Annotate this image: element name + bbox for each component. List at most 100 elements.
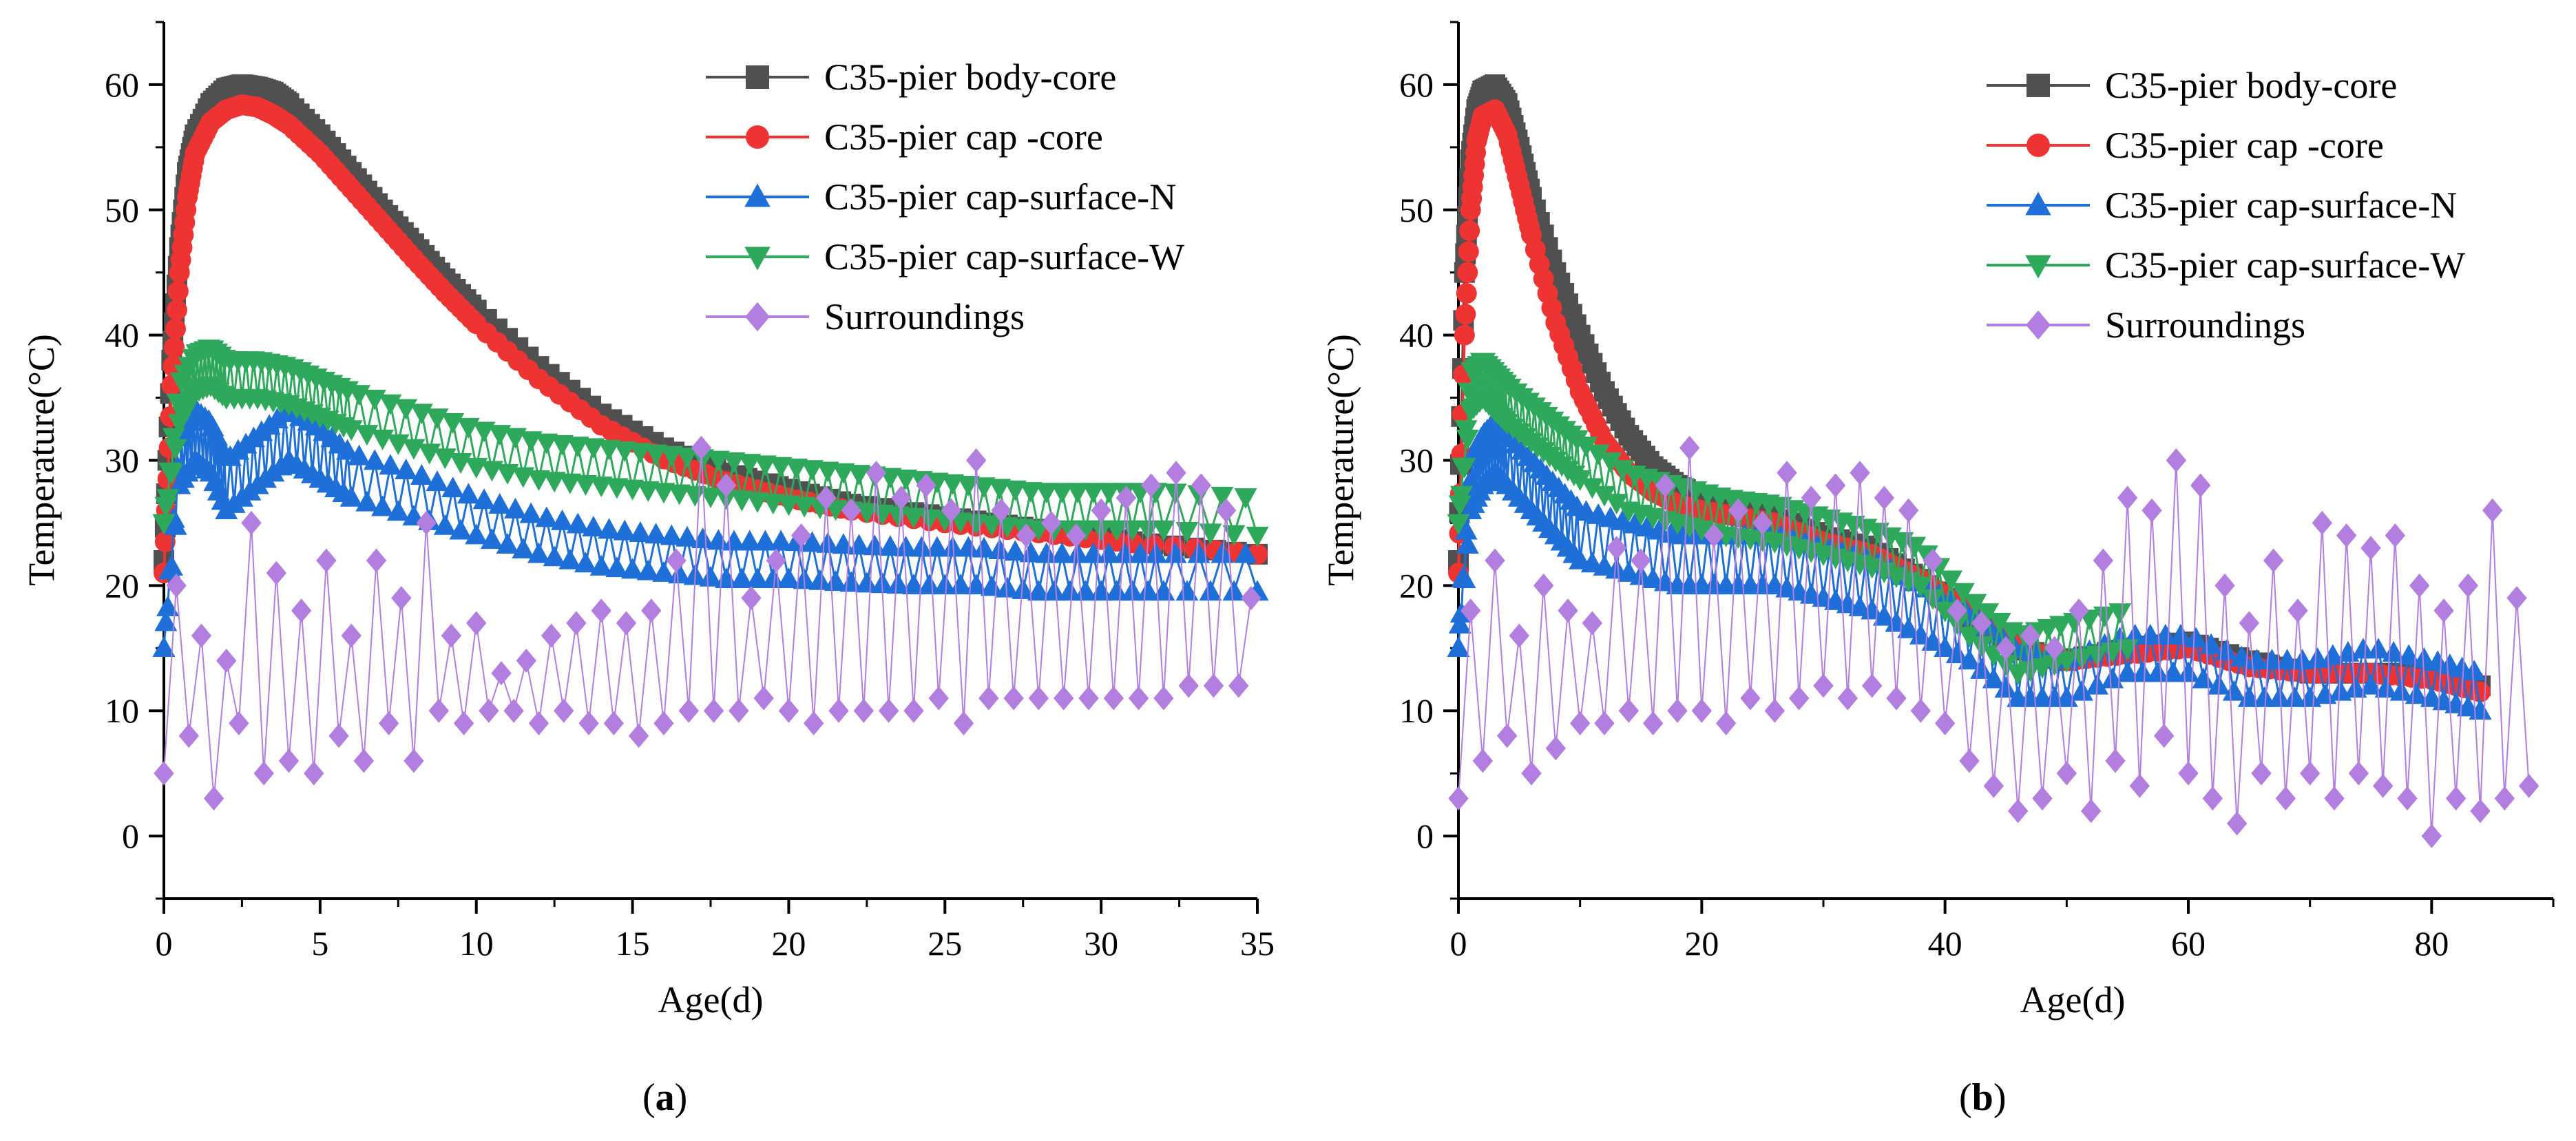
data-point [621, 479, 645, 501]
data-point [1593, 485, 1616, 507]
legend-entry: C35-pier cap-surface-W [824, 236, 1184, 278]
data-point [165, 318, 187, 339]
data-point [2260, 649, 2283, 670]
data-point [519, 502, 543, 523]
data-point [1994, 677, 2018, 698]
data-point [457, 483, 480, 504]
data-point [1456, 533, 1479, 554]
data-point [1594, 711, 1615, 735]
data-point [1082, 483, 1105, 504]
data-point [1903, 536, 1926, 558]
data-point [660, 524, 683, 545]
data-point [2336, 523, 2357, 548]
data-point [465, 457, 488, 479]
data-point [777, 567, 800, 589]
data-point [1053, 686, 1074, 711]
data-point [2251, 761, 2272, 786]
data-point [1599, 452, 1622, 473]
data-point [503, 698, 524, 723]
data-point [928, 686, 949, 711]
data-point [2421, 824, 2442, 848]
data-point [2007, 799, 2029, 824]
data-point [1175, 580, 1199, 601]
data-point [2177, 661, 2200, 682]
data-point [605, 478, 629, 499]
data-point [645, 523, 668, 544]
data-point [741, 586, 762, 611]
data-point [2412, 647, 2436, 668]
data-point [1116, 485, 1137, 510]
data-point [2169, 623, 2192, 645]
x-tick-label: 40 [1928, 924, 1962, 963]
data-point [1959, 749, 1980, 773]
data-point [753, 686, 774, 711]
data-point [496, 463, 519, 485]
data-point [902, 507, 925, 529]
y-tick-label: 20 [1399, 566, 1434, 605]
legend-marker [2027, 134, 2050, 157]
data-point [554, 698, 574, 723]
data-point [715, 489, 738, 510]
y-tick-label: 10 [105, 691, 139, 730]
data-point [379, 454, 402, 475]
data-point [2409, 573, 2430, 598]
data-point [2146, 661, 2170, 682]
data-point [1152, 580, 1175, 601]
data-point [164, 337, 185, 358]
data-point [339, 485, 363, 507]
data-point [1447, 514, 1470, 535]
data-point [550, 509, 574, 530]
data-point [800, 531, 824, 552]
data-point [894, 536, 918, 557]
data-point [706, 450, 730, 472]
data-point [426, 470, 449, 492]
data-point [2359, 673, 2383, 695]
data-point [645, 444, 668, 465]
data-point [1940, 570, 1962, 592]
data-point [1215, 498, 1237, 523]
legend-entry: Surroundings [2105, 304, 2305, 346]
data-point [991, 498, 1012, 523]
data-point [1199, 523, 1222, 545]
data-point [980, 575, 1003, 596]
data-point [2352, 638, 2375, 659]
data-point [1153, 686, 1174, 711]
data-point [808, 569, 832, 590]
data-point [1679, 435, 1700, 460]
data-point [769, 530, 793, 551]
panel-label: (a) [642, 1076, 687, 1119]
data-point [1951, 583, 1975, 604]
data-point [441, 623, 462, 648]
data-point [2237, 686, 2261, 707]
data-point [804, 711, 824, 735]
data-point [578, 711, 599, 735]
data-point [972, 536, 996, 558]
data-point [886, 506, 910, 527]
series-line [163, 448, 1252, 799]
data-point [1012, 578, 1035, 599]
data-point [2154, 623, 2177, 645]
data-point [2372, 773, 2394, 798]
data-point [2093, 548, 2114, 573]
data-point [978, 686, 999, 711]
data-point [1019, 482, 1043, 503]
y-tick-label: 60 [105, 65, 139, 104]
data-point [2397, 644, 2420, 665]
data-point [2239, 611, 2260, 636]
legend-marker [746, 65, 769, 89]
y-tick-label: 20 [105, 566, 139, 605]
data-point [2070, 680, 2093, 701]
chart-panel-b: 0 20 40 60 80 0 10 20 30 40 50 60 Age(d) Temperature(… [1320, 21, 2555, 1119]
data-point [558, 473, 582, 494]
data-point [1028, 686, 1049, 711]
data-point [1752, 510, 1773, 535]
data-point [1144, 542, 1168, 563]
data-point [738, 530, 762, 551]
data-point [1704, 523, 1724, 548]
data-point [2093, 606, 2117, 627]
data-point [816, 485, 837, 510]
data-point [878, 698, 899, 723]
data-point [2397, 786, 2418, 811]
data-point [1533, 573, 1554, 598]
